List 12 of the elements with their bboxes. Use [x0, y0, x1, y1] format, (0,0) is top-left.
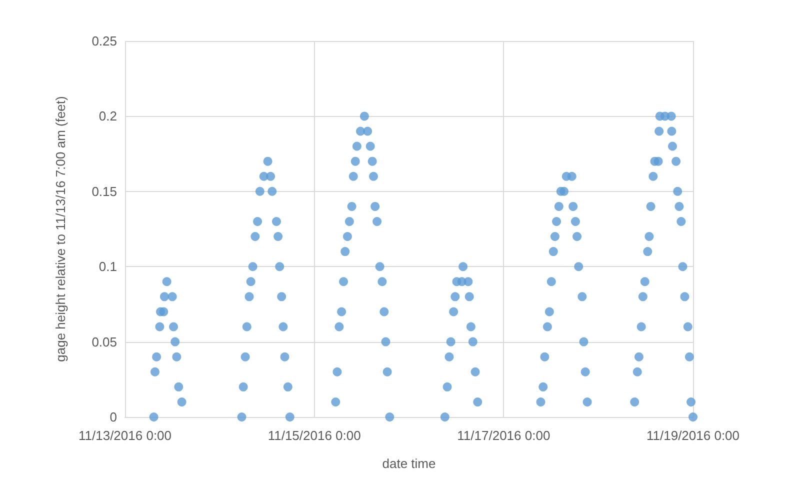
y-tick-label: 0.15 — [92, 184, 117, 199]
x-axis-title: date time — [382, 456, 436, 471]
x-tick-label: 11/15/2016 0:00 — [268, 428, 361, 443]
x-tick-label: 11/13/2016 0:00 — [78, 428, 172, 443]
y-tick-label: 0.2 — [98, 108, 117, 124]
x-tick-label: 11/17/2016 0:00 — [457, 428, 550, 443]
y-tick-label: 0 — [110, 410, 117, 424]
y-axis-title: gage height relative to 11/13/16 7:00 am (feet) — [53, 96, 68, 362]
y-tick-label: 0.05 — [92, 334, 117, 350]
x-tick-label: 11/19/2016 0:00 — [646, 428, 740, 443]
y-tick-label: 0.1 — [98, 259, 117, 274]
y-tick-label: 0.25 — [92, 34, 117, 48]
